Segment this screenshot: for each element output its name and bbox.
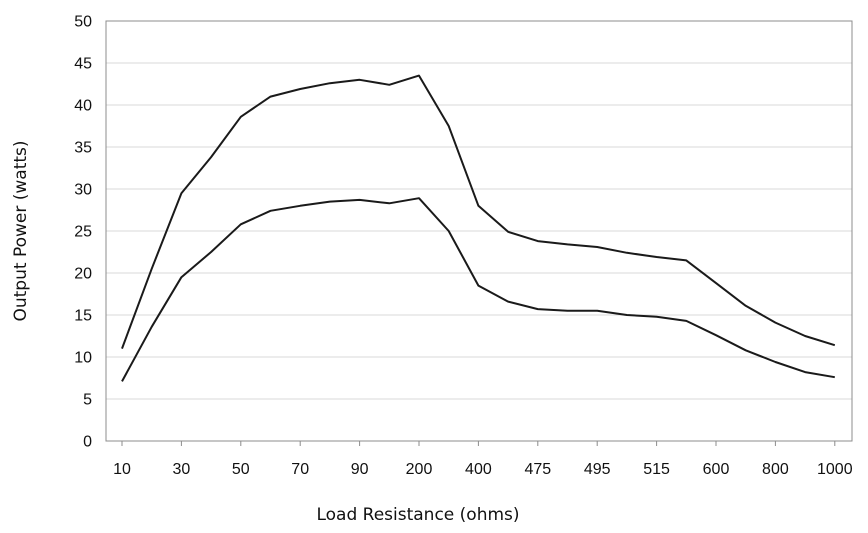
- x-tick-label: 515: [643, 461, 670, 478]
- y-tick-label: 35: [74, 140, 92, 157]
- y-tick-label: 0: [83, 434, 92, 451]
- x-tick-label: 1000: [817, 461, 853, 478]
- x-tick-label: 400: [465, 461, 492, 478]
- x-tick-label: 475: [524, 461, 551, 478]
- plot-area-frame: [105, 20, 853, 442]
- gridlines: [106, 62, 852, 400]
- y-tick-label: 45: [74, 56, 92, 73]
- x-tick-label: 50: [232, 461, 250, 478]
- y-tick-label: 50: [74, 14, 92, 31]
- x-tick-label: 90: [351, 461, 369, 478]
- y-tick-label: 40: [74, 98, 92, 115]
- y-tick-label: 30: [74, 182, 92, 199]
- series-lines: [121, 74, 836, 382]
- x-tick-label: 30: [173, 461, 191, 478]
- x-tick-label: 200: [406, 461, 433, 478]
- x-tick-label: 10: [113, 461, 131, 478]
- y-axis-title: Output Power (watts): [11, 140, 31, 321]
- x-axis-title: Load Resistance (ohms): [316, 505, 519, 525]
- y-tick-label: 25: [74, 224, 92, 241]
- x-tick-label: 70: [291, 461, 309, 478]
- series-line-1: [121, 74, 836, 349]
- x-tick-label: 800: [762, 461, 789, 478]
- y-tick-label: 20: [74, 266, 92, 283]
- x-tick-label: 600: [703, 461, 730, 478]
- y-axis-ticks: 0 5 10 15 20 25 30 35 40 45 50: [74, 14, 92, 451]
- y-tick-label: 10: [74, 350, 92, 367]
- x-tick-label: 495: [584, 461, 611, 478]
- y-tick-label: 5: [83, 392, 92, 409]
- y-tick-label: 15: [74, 308, 92, 325]
- series-line-2: [121, 197, 835, 382]
- x-axis-ticks: 10 30 50 70 90 200 400 475 495 515 600 800 1000: [113, 441, 853, 478]
